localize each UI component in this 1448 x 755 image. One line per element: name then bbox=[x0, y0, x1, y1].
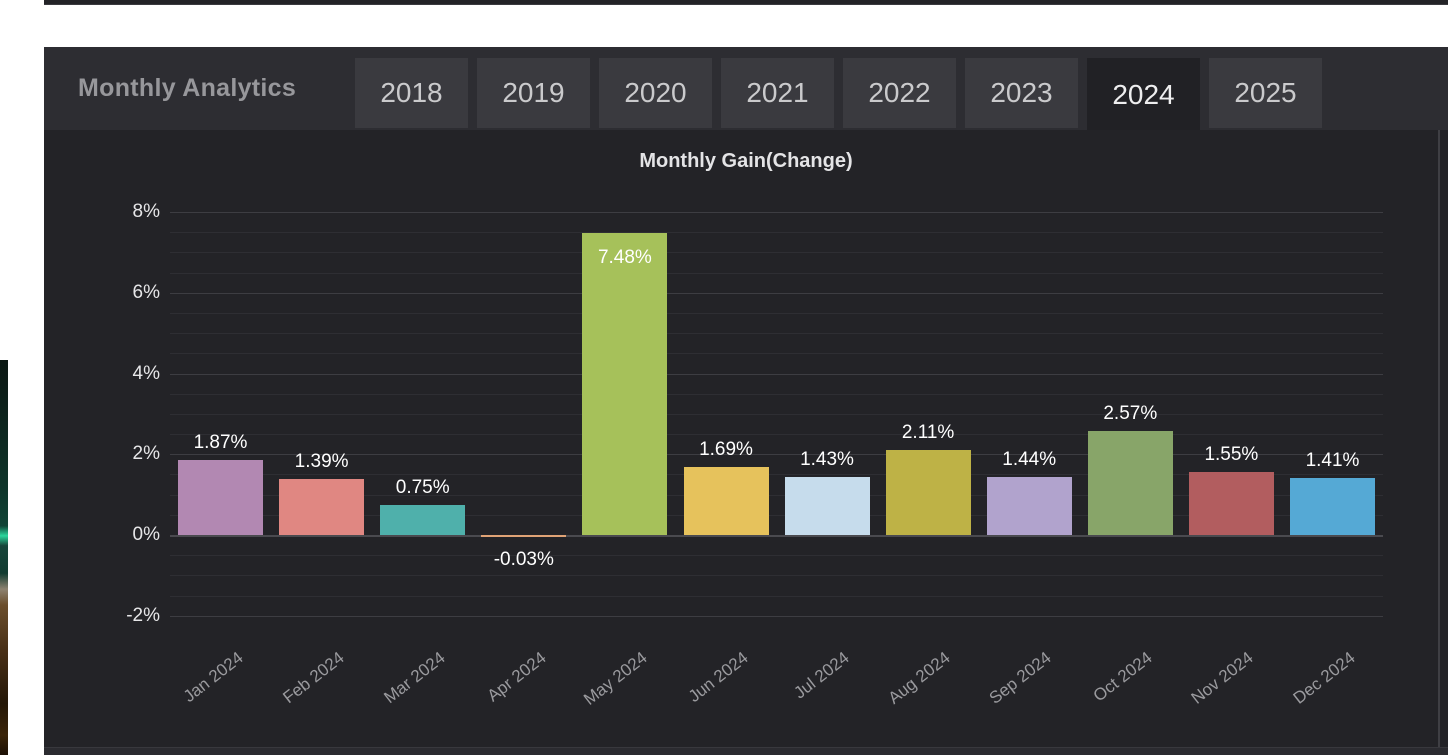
gridline bbox=[170, 232, 1383, 234]
gridline bbox=[170, 333, 1383, 335]
tab-2022[interactable]: 2022 bbox=[843, 58, 956, 128]
chart-title: Monthly Gain(Change) bbox=[639, 150, 853, 172]
tab-2025[interactable]: 2025 bbox=[1209, 58, 1322, 128]
gridline bbox=[170, 413, 1383, 415]
x-axis-tick: Mar 2024 bbox=[380, 648, 449, 708]
tab-2023[interactable]: 2023 bbox=[965, 58, 1078, 128]
gridline bbox=[170, 514, 1383, 516]
x-axis-tick: Nov 2024 bbox=[1188, 648, 1258, 708]
bar-value-label: 2.57% bbox=[1103, 403, 1158, 425]
bar-value-label: 1.44% bbox=[1002, 448, 1057, 470]
bar-value-label: 1.55% bbox=[1204, 444, 1259, 466]
panel-title: Monthly Analytics bbox=[78, 74, 297, 102]
x-axis-tick: Oct 2024 bbox=[1089, 648, 1156, 706]
bar-value-label: 7.48% bbox=[597, 247, 652, 268]
bar-dec-2024[interactable] bbox=[1290, 478, 1375, 535]
bar-value-label: 0.75% bbox=[395, 476, 450, 498]
bar-apr-2024[interactable] bbox=[481, 535, 567, 537]
gridline bbox=[170, 252, 1383, 254]
gridline bbox=[170, 494, 1383, 496]
x-axis-tick: May 2024 bbox=[580, 648, 651, 709]
bar-value-label: 2.11% bbox=[901, 421, 955, 443]
x-axis-tick: Apr 2024 bbox=[483, 648, 550, 706]
y-axis-tick: 0% bbox=[132, 524, 160, 545]
tab-2024[interactable]: 2024 bbox=[1087, 58, 1200, 132]
monthly-analytics-panel: Monthly Analytics 2018 2019 2020 2021 2022 20… bbox=[44, 47, 1448, 747]
bar-mar-2024[interactable] bbox=[380, 504, 466, 535]
y-axis-tick: 2% bbox=[132, 443, 160, 465]
bar-value-label: 1.39% bbox=[294, 450, 349, 472]
bar-value-label: 1.43% bbox=[800, 449, 854, 471]
x-axis-tick: Dec 2024 bbox=[1289, 648, 1359, 708]
tab-2019[interactable]: 2019 bbox=[477, 58, 590, 128]
gridline bbox=[170, 353, 1383, 355]
tab-2020[interactable]: 2020 bbox=[599, 58, 712, 128]
bar-value-label: -0.03% bbox=[493, 549, 554, 570]
gridline bbox=[170, 393, 1383, 395]
bar-oct-2024[interactable] bbox=[1087, 431, 1173, 535]
bar-value-label: 1.87% bbox=[193, 431, 248, 453]
bar-value-label: 1.41% bbox=[1305, 450, 1360, 472]
bar-value-label: 1.69% bbox=[699, 438, 753, 460]
plot-area: 8% 6% 4% 2% 0% -2% 1.87% Jan 2024 1.39% Feb 2024 0… bbox=[44, 130, 1448, 747]
y-axis-tick: 6% bbox=[132, 281, 160, 303]
background-photo-edge bbox=[0, 360, 8, 755]
bar-nov-2024[interactable] bbox=[1188, 472, 1274, 535]
x-axis-tick: Jan 2024 bbox=[179, 648, 247, 707]
bar-sep-2024[interactable] bbox=[986, 476, 1072, 535]
y-axis-tick: -2% bbox=[126, 604, 160, 626]
gridline bbox=[170, 595, 1383, 597]
gridline bbox=[170, 212, 1383, 213]
gridline bbox=[170, 575, 1383, 577]
tab-2021[interactable]: 2021 bbox=[721, 58, 834, 128]
gridline bbox=[170, 535, 1383, 537]
bar-feb-2024[interactable] bbox=[279, 478, 365, 535]
bar-aug-2024[interactable] bbox=[885, 449, 971, 535]
x-axis-tick: Aug 2024 bbox=[884, 648, 954, 708]
x-axis-tick: Jul 2024 bbox=[790, 648, 853, 703]
gridline bbox=[170, 373, 1383, 375]
gridline bbox=[170, 312, 1383, 314]
gridline bbox=[170, 615, 1383, 617]
x-axis-tick: Jun 2024 bbox=[684, 648, 752, 707]
panel-header: Monthly Analytics 2018 2019 2020 2021 2022 20… bbox=[44, 47, 1448, 132]
bar-jun-2024[interactable] bbox=[683, 466, 769, 535]
y-axis-tick: 4% bbox=[132, 362, 160, 384]
gridline bbox=[170, 454, 1383, 456]
x-axis-tick: Sep 2024 bbox=[985, 648, 1055, 708]
bottom-panel-edge bbox=[44, 747, 1448, 755]
gridline bbox=[170, 292, 1383, 294]
y-axis-tick: 8% bbox=[132, 201, 160, 222]
gridline bbox=[170, 272, 1383, 274]
panel-right-border bbox=[1438, 130, 1440, 747]
year-tabs: 2018 2019 2020 2021 2022 2023 2024 2025 bbox=[355, 58, 1322, 132]
gridline bbox=[170, 555, 1383, 557]
tab-2018[interactable]: 2018 bbox=[355, 58, 468, 128]
bar-jan-2024[interactable] bbox=[178, 459, 263, 535]
bar-jul-2024[interactable] bbox=[784, 477, 870, 535]
gridline bbox=[170, 434, 1383, 436]
gridline bbox=[170, 474, 1383, 476]
chart-area: Monthly Gain(Change) 8% 6% 4% 2% 0% -2% 1.87% J… bbox=[44, 130, 1448, 747]
x-axis-tick: Feb 2024 bbox=[278, 648, 348, 708]
top-panel-edge bbox=[44, 0, 1448, 5]
bar-may-2024[interactable] bbox=[582, 233, 668, 535]
